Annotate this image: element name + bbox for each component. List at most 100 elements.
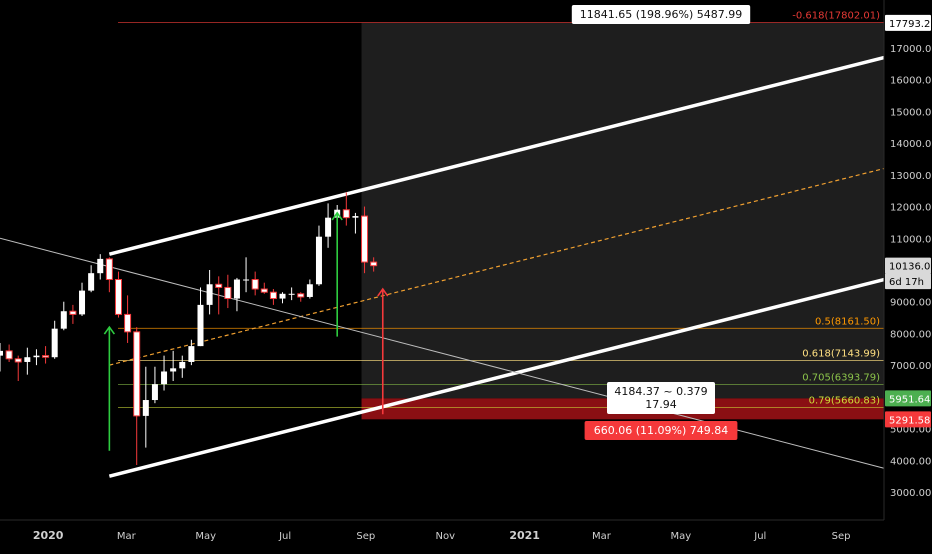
price-tick-label: 12000.00 xyxy=(890,203,932,214)
price-tag-label: 6d 17h xyxy=(889,277,924,288)
candle-body[interactable] xyxy=(124,313,132,333)
candle-body[interactable] xyxy=(315,236,322,285)
candle-body[interactable] xyxy=(370,261,378,267)
time-tick-label: Sep xyxy=(356,531,375,542)
move-arrow-head xyxy=(103,325,116,335)
candle-body[interactable] xyxy=(251,279,259,290)
fib-level-label: 0.618(7143.99) xyxy=(802,349,880,360)
fib-level-label: -0.618(17802.01) xyxy=(792,11,880,22)
candle-body[interactable] xyxy=(224,286,232,300)
time-tick-label: May xyxy=(671,531,692,542)
price-tick-label: 11000.00 xyxy=(890,234,932,245)
price-tick-label: 17000.00 xyxy=(890,44,932,55)
price-tick-label: 5000.00 xyxy=(890,425,931,436)
arrows-layer xyxy=(103,211,389,451)
time-tick-label: Mar xyxy=(592,531,612,542)
candle-body[interactable] xyxy=(88,273,95,291)
candle-body[interactable] xyxy=(260,288,268,293)
measure-shade-layer xyxy=(361,22,884,420)
price-tag-bg xyxy=(885,390,931,407)
candle-body[interactable] xyxy=(215,283,223,288)
price-tick-label: 13000.00 xyxy=(890,171,932,182)
candle-body[interactable] xyxy=(342,209,350,219)
candle-body[interactable] xyxy=(206,284,213,305)
measure-shade-gain xyxy=(361,22,884,399)
move-arrow-head xyxy=(377,287,389,297)
move-arrow-head xyxy=(331,211,343,221)
price-tick-label: 8000.00 xyxy=(890,329,931,340)
candle-body[interactable] xyxy=(24,357,31,362)
price-tick-label: 16000.00 xyxy=(890,76,932,87)
candle-body[interactable] xyxy=(114,279,122,315)
candle-body[interactable] xyxy=(269,291,277,300)
price-tag-bg xyxy=(885,411,931,428)
candle-body[interactable] xyxy=(42,355,50,358)
candle-body[interactable] xyxy=(151,384,158,401)
candle-body[interactable] xyxy=(197,304,204,347)
time-tick-label: Mar xyxy=(117,531,137,542)
price-tag-label: 5291.58 xyxy=(889,415,930,426)
labels-layer: 17793.29 10136.01 6d 17h 5951.64 5291.58 1184… xyxy=(571,5,932,440)
price-tag-bg xyxy=(885,273,931,290)
measure-mid-label-bg xyxy=(607,382,715,414)
price-tick-label: 9000.00 xyxy=(890,298,931,309)
price-tag-label: 10136.01 xyxy=(889,262,932,273)
candle-body[interactable] xyxy=(297,293,305,298)
time-tick-label: May xyxy=(195,531,216,542)
fib-level-label: 0.705(6393.79) xyxy=(802,372,880,383)
candle-body[interactable] xyxy=(243,279,250,281)
price-tag-bg xyxy=(885,257,931,274)
candle-body[interactable] xyxy=(105,258,113,281)
measure-mid-label-text: 4184.37 ~ 0.379 xyxy=(614,385,707,398)
candle-body[interactable] xyxy=(33,355,40,358)
measure-bottom-label-bg xyxy=(584,421,738,440)
time-tick-label: 2020 xyxy=(33,529,64,542)
price-tag-label: 5951.64 xyxy=(889,394,930,405)
measure-bottom-label-text: 660.06 (11.09%) 749.84 xyxy=(594,424,729,437)
candle-body[interactable] xyxy=(79,290,86,315)
channel-upper-line[interactable] xyxy=(108,55,885,256)
time-tick-label: Sep xyxy=(832,531,851,542)
candle-body[interactable] xyxy=(97,258,104,274)
price-tick-label: 3000.00 xyxy=(890,488,931,499)
time-tick-label: 2021 xyxy=(509,529,540,542)
candle-body[interactable] xyxy=(179,361,186,369)
price-tag-label: 17793.29 xyxy=(889,19,932,30)
candle-body[interactable] xyxy=(5,350,13,360)
candle-body[interactable] xyxy=(69,310,77,315)
time-tick-label: Nov xyxy=(435,531,455,542)
candle-body[interactable] xyxy=(161,371,168,385)
price-tag-bg xyxy=(885,14,931,31)
price-tick-label: 7000.00 xyxy=(890,361,931,372)
candle-body[interactable] xyxy=(170,368,177,372)
candle-body[interactable] xyxy=(133,331,141,417)
candle-body[interactable] xyxy=(288,293,295,295)
price-tick-label: 14000.00 xyxy=(890,139,932,150)
candle-body[interactable] xyxy=(352,216,359,218)
candle-body[interactable] xyxy=(142,400,149,416)
candle-body[interactable] xyxy=(60,311,67,329)
time-tick-label: Jul xyxy=(753,531,766,542)
fib-levels-layer: -0.618(17802.01) 0.5(8161.50) 0.618(7143.9… xyxy=(118,11,884,409)
candle-body[interactable] xyxy=(361,215,369,263)
measure-top-label-bg xyxy=(571,5,751,24)
measure-mid-label-text: 17.94 xyxy=(645,398,677,411)
price-tick-label: 4000.00 xyxy=(890,456,931,467)
candle-body[interactable] xyxy=(306,284,313,297)
candle-body[interactable] xyxy=(0,350,3,356)
time-tick-label: Jul xyxy=(278,531,291,542)
candle-body[interactable] xyxy=(14,358,22,363)
trend-lines-layer xyxy=(0,55,885,478)
channel-lower-line[interactable] xyxy=(108,277,885,478)
candle-body[interactable] xyxy=(279,293,286,299)
candle-body[interactable] xyxy=(188,346,195,362)
channel-mid-line[interactable] xyxy=(109,167,885,366)
candle-body[interactable] xyxy=(325,217,332,237)
fib-level-label: 0.5(8161.50) xyxy=(815,316,880,327)
candle-body[interactable] xyxy=(233,279,240,299)
candle-body[interactable] xyxy=(51,328,58,358)
price-tick-label: 15000.00 xyxy=(890,107,932,118)
measure-top-label-text: 11841.65 (198.96%) 5487.99 xyxy=(580,8,743,21)
